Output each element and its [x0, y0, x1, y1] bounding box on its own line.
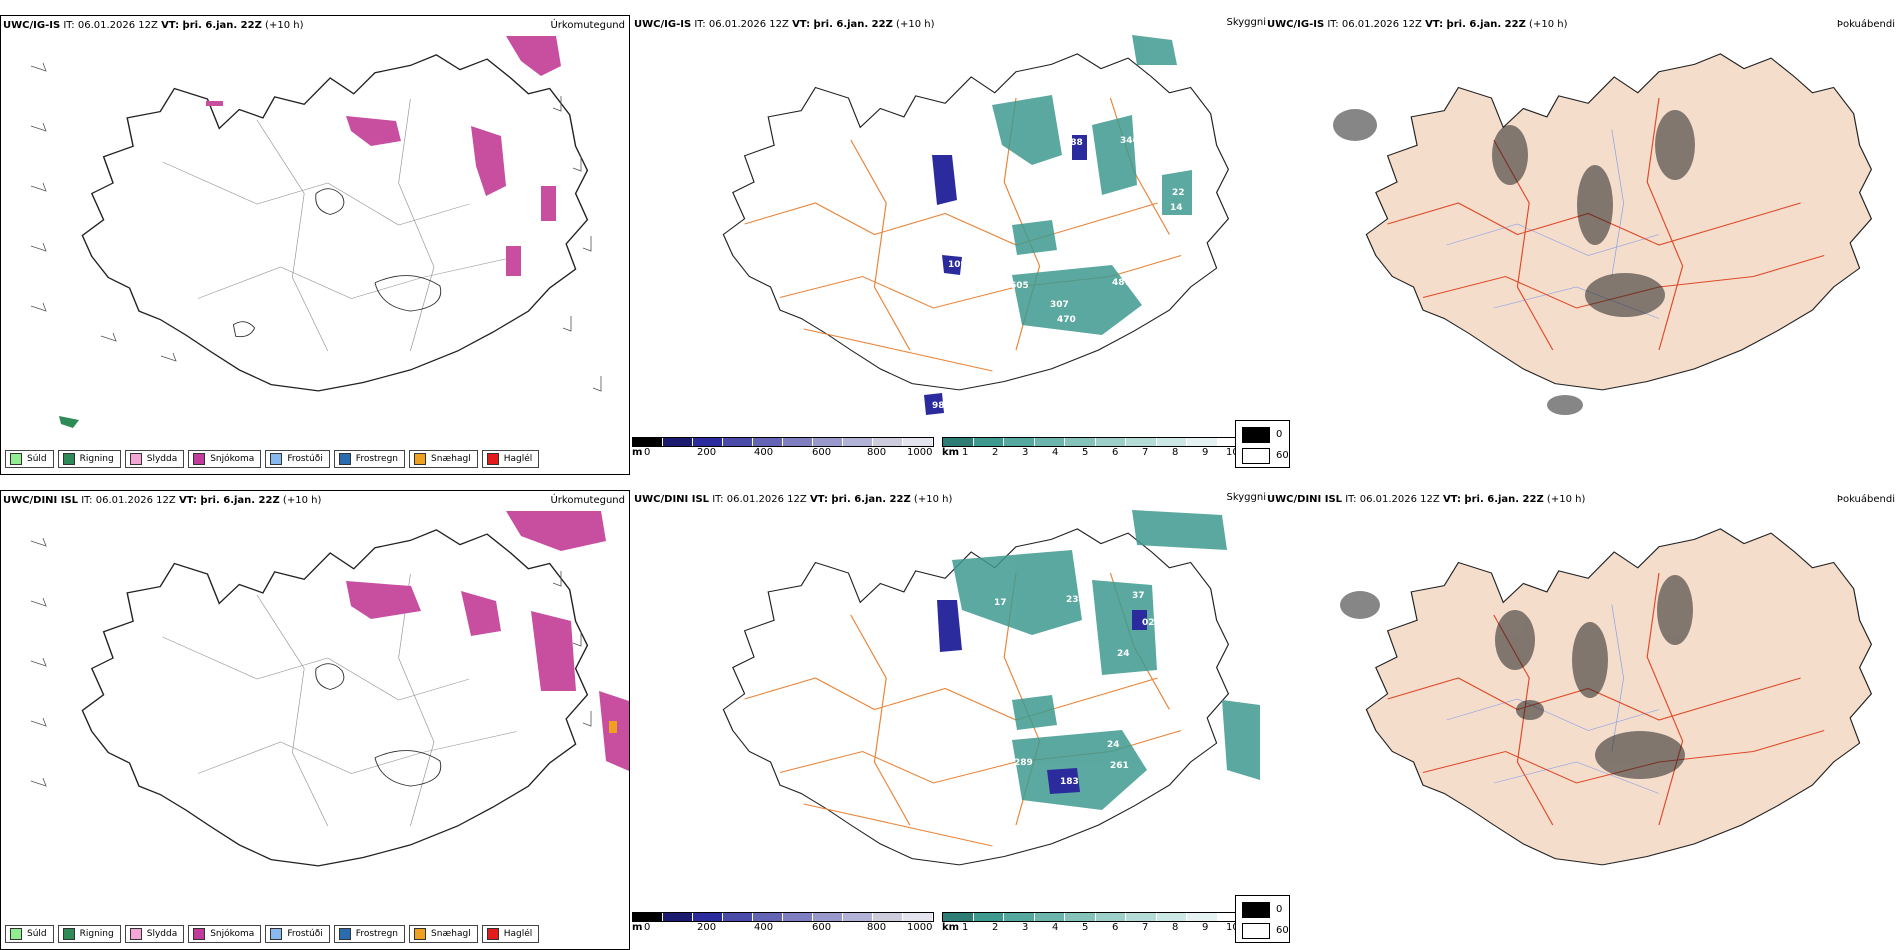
legend-item: Rigning	[57, 450, 121, 468]
value-labels: 188 346 38 22 14 109 605 307 487 470 98	[932, 136, 1185, 411]
fog-areas	[1340, 575, 1693, 779]
svg-text:37: 37	[1132, 591, 1145, 601]
panel-title: UWC/IG-IS IT: 06.01.2026 12Z VT: þri. 6.…	[1267, 19, 1568, 30]
legend-item: Snjókoma	[188, 925, 262, 943]
legend-item: Snjókoma	[188, 450, 262, 468]
svg-text:14: 14	[1170, 203, 1183, 213]
fog-map	[1333, 53, 1872, 415]
visibility-map: 188 346 38 22 14 109 605 307 487 470 98	[722, 35, 1229, 415]
legend-item: Slydda	[124, 925, 185, 943]
svg-text:307: 307	[1050, 300, 1069, 310]
svg-text:487: 487	[1112, 278, 1131, 288]
panel-title: UWC/DINI ISL IT: 06.01.2026 12Z VT: þri.…	[634, 494, 953, 505]
ceiling-colorbar: m 0 200 400 600 800 1000	[632, 437, 940, 461]
visibility-colorbar: km 1 2 3 4 5 6 7 8 9 10	[942, 437, 1257, 461]
panel-right-title: Úrkomutegund	[550, 495, 625, 506]
legend-item: Haglél	[481, 925, 540, 943]
snow-areas	[346, 511, 629, 771]
panel-right-title: Þokuábendi	[1836, 494, 1895, 505]
visibility-panel-bottom: UWC/DINI ISL IT: 06.01.2026 12Z VT: þri.…	[632, 490, 1266, 950]
legend-item: Snæhagl	[409, 925, 478, 943]
svg-text:98: 98	[932, 401, 945, 411]
panel-right-title: Úrkomutegund	[550, 20, 625, 31]
value-labels: 17 238 37 02 332 43 24 143 289 24 261 18…	[946, 591, 1194, 787]
wind-barbs	[30, 62, 602, 392]
svg-text:24: 24	[1107, 740, 1120, 750]
svg-text:17: 17	[994, 598, 1007, 608]
svg-text:43: 43	[1175, 648, 1188, 658]
fog-index-panel-bottom: UWC/DINI ISL IT: 06.01.2026 12Z VT: þri.…	[1235, 490, 1895, 950]
ceiling-colorbar: m 0 200 400 600 800 1000	[632, 912, 940, 936]
visibility-areas	[992, 35, 1192, 335]
precip-legend: Súld Rigning Slydda Snjókoma Frostúði Fr…	[5, 925, 543, 943]
svg-text:02: 02	[1142, 618, 1155, 628]
svg-text:346: 346	[1120, 136, 1139, 146]
legend-item: Slydda	[124, 450, 185, 468]
fog-map	[1340, 528, 1872, 866]
precip-legend: Súld Rigning Slydda Snjókoma Frostúði Fr…	[5, 450, 543, 468]
legend-item: Frostúði	[265, 925, 330, 943]
svg-text:332: 332	[1175, 635, 1194, 645]
fog-index-panel-top: UWC/IG-IS IT: 06.01.2026 12Z VT: þri. 6.…	[1235, 15, 1895, 475]
fog-areas	[1333, 109, 1695, 415]
panel-title: UWC/IG-IS IT: 06.01.2026 12Z VT: þri. 6.…	[3, 20, 304, 31]
legend-item: Frostúði	[265, 450, 330, 468]
visibility-map: 17 238 37 02 332 43 24 143 289 24 261 18…	[722, 510, 1260, 866]
panel-right-title: Skyggni	[1226, 17, 1266, 28]
legend-item: Snæhagl	[409, 450, 478, 468]
precip-map	[30, 511, 629, 867]
legend-item: Haglél	[481, 450, 540, 468]
svg-text:238: 238	[1066, 595, 1085, 605]
legend-item: Frostregn	[333, 925, 406, 943]
fog-legend: 0 60	[1235, 420, 1290, 468]
legend-item: Frostregn	[333, 450, 406, 468]
fog-legend: 0 60	[1235, 895, 1290, 943]
svg-text:143: 143	[946, 727, 965, 737]
panel-title: UWC/IG-IS IT: 06.01.2026 12Z VT: þri. 6.…	[634, 19, 935, 30]
ceiling-areas	[937, 600, 1147, 794]
wind-barbs	[30, 537, 592, 787]
panel-right-title: Þokuábendi	[1836, 19, 1895, 30]
visibility-colorbar: km 1 2 3 4 5 6 7 8 9 10	[942, 912, 1257, 936]
ceiling-areas	[924, 135, 1087, 415]
svg-text:470: 470	[1057, 315, 1076, 325]
svg-text:289: 289	[1014, 758, 1033, 768]
svg-text:605: 605	[1010, 281, 1029, 291]
svg-text:188: 188	[1064, 138, 1083, 148]
panel-title: UWC/DINI ISL IT: 06.01.2026 12Z VT: þri.…	[3, 495, 322, 506]
svg-text:22: 22	[1172, 188, 1185, 198]
panel-right-title: Skyggni	[1226, 492, 1266, 503]
snow-areas	[206, 36, 561, 276]
svg-text:183: 183	[1060, 777, 1079, 787]
precip-type-panel-top: UWC/IG-IS IT: 06.01.2026 12Z VT: þri. 6.…	[0, 15, 630, 475]
panel-title: UWC/DINI ISL IT: 06.01.2026 12Z VT: þri.…	[1267, 494, 1586, 505]
svg-text:38: 38	[1137, 161, 1150, 171]
precip-map	[30, 36, 602, 428]
legend-item: Rigning	[57, 925, 121, 943]
legend-item: Súld	[5, 450, 54, 468]
precip-type-panel-bottom: UWC/DINI ISL IT: 06.01.2026 12Z VT: þri.…	[0, 490, 630, 950]
svg-text:24: 24	[1117, 649, 1130, 659]
svg-text:261: 261	[1110, 761, 1129, 771]
rain-area	[59, 416, 79, 428]
legend-item: Súld	[5, 925, 54, 943]
visibility-areas	[952, 510, 1260, 810]
svg-text:109: 109	[948, 260, 967, 270]
visibility-panel-top: UWC/IG-IS IT: 06.01.2026 12Z VT: þri. 6.…	[632, 15, 1266, 475]
